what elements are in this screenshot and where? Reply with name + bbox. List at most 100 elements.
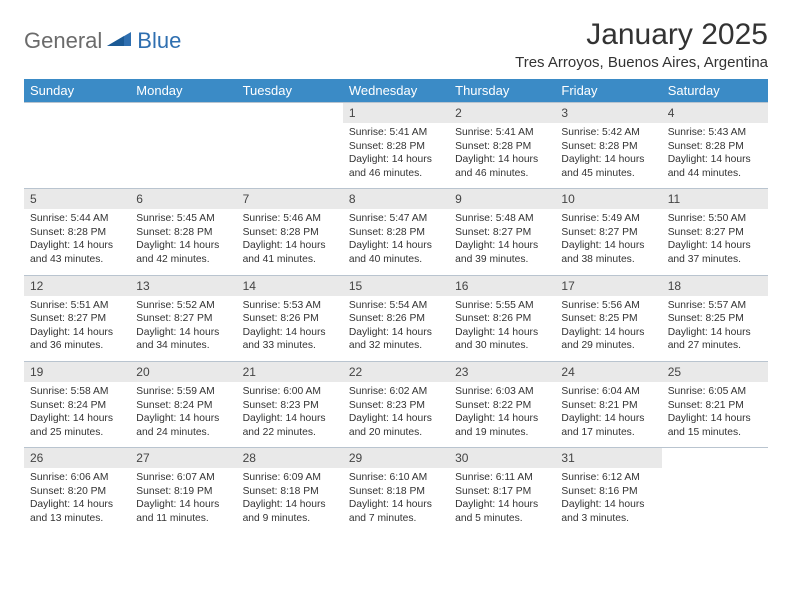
day-info-cell: Sunrise: 5:58 AMSunset: 8:24 PMDaylight:… (24, 382, 130, 448)
day-number-cell: 28 (237, 448, 343, 469)
daylight-text: Daylight: 14 hours and 3 minutes. (561, 498, 655, 525)
daylight-text: Daylight: 14 hours and 32 minutes. (349, 326, 443, 353)
daylight-text: Daylight: 14 hours and 38 minutes. (561, 239, 655, 266)
daynum-row: 12131415161718 (24, 275, 768, 296)
daylight-text: Daylight: 14 hours and 29 minutes. (561, 326, 655, 353)
header: General Blue January 2025 Tres Arroyos, … (24, 18, 768, 71)
daylight-text: Daylight: 14 hours and 30 minutes. (455, 326, 549, 353)
day-info-cell: Sunrise: 6:11 AMSunset: 8:17 PMDaylight:… (449, 468, 555, 533)
day-number-cell: 25 (662, 361, 768, 382)
daylight-text: Daylight: 14 hours and 25 minutes. (30, 412, 124, 439)
daylight-text: Daylight: 14 hours and 36 minutes. (30, 326, 124, 353)
sunrise-text: Sunrise: 6:06 AM (30, 471, 124, 485)
day-number-cell: 11 (662, 189, 768, 210)
day-header: Monday (130, 79, 236, 103)
day-info-cell: Sunrise: 6:12 AMSunset: 8:16 PMDaylight:… (555, 468, 661, 533)
sunrise-text: Sunrise: 6:10 AM (349, 471, 443, 485)
sunrise-text: Sunrise: 6:05 AM (668, 385, 762, 399)
day-info-cell: Sunrise: 5:51 AMSunset: 8:27 PMDaylight:… (24, 296, 130, 362)
sunset-text: Sunset: 8:28 PM (136, 226, 230, 240)
day-number-cell: 22 (343, 361, 449, 382)
daylight-text: Daylight: 14 hours and 9 minutes. (243, 498, 337, 525)
sunrise-text: Sunrise: 6:09 AM (243, 471, 337, 485)
daylight-text: Daylight: 14 hours and 45 minutes. (561, 153, 655, 180)
sunrise-text: Sunrise: 5:56 AM (561, 299, 655, 313)
day-number-cell: 17 (555, 275, 661, 296)
sunrise-text: Sunrise: 6:00 AM (243, 385, 337, 399)
sunset-text: Sunset: 8:26 PM (455, 312, 549, 326)
sunset-text: Sunset: 8:27 PM (136, 312, 230, 326)
sunrise-text: Sunrise: 5:47 AM (349, 212, 443, 226)
daylight-text: Daylight: 14 hours and 40 minutes. (349, 239, 443, 266)
day-number-cell (237, 103, 343, 124)
day-info-cell: Sunrise: 5:47 AMSunset: 8:28 PMDaylight:… (343, 209, 449, 275)
day-number-cell: 19 (24, 361, 130, 382)
sunset-text: Sunset: 8:22 PM (455, 399, 549, 413)
sunrise-text: Sunrise: 5:54 AM (349, 299, 443, 313)
day-info-cell: Sunrise: 5:57 AMSunset: 8:25 PMDaylight:… (662, 296, 768, 362)
day-info-cell: Sunrise: 5:44 AMSunset: 8:28 PMDaylight:… (24, 209, 130, 275)
day-number-cell: 31 (555, 448, 661, 469)
daylight-text: Daylight: 14 hours and 13 minutes. (30, 498, 124, 525)
day-header: Saturday (662, 79, 768, 103)
sunrise-text: Sunrise: 5:57 AM (668, 299, 762, 313)
day-info-cell (237, 123, 343, 189)
daylight-text: Daylight: 14 hours and 27 minutes. (668, 326, 762, 353)
day-number-cell: 29 (343, 448, 449, 469)
info-row: Sunrise: 6:06 AMSunset: 8:20 PMDaylight:… (24, 468, 768, 533)
sunset-text: Sunset: 8:24 PM (136, 399, 230, 413)
daynum-row: 262728293031 (24, 448, 768, 469)
day-header: Wednesday (343, 79, 449, 103)
sunrise-text: Sunrise: 5:55 AM (455, 299, 549, 313)
sunset-text: Sunset: 8:27 PM (455, 226, 549, 240)
sunrise-text: Sunrise: 5:53 AM (243, 299, 337, 313)
day-number-cell: 8 (343, 189, 449, 210)
day-info-cell: Sunrise: 5:52 AMSunset: 8:27 PMDaylight:… (130, 296, 236, 362)
daylight-text: Daylight: 14 hours and 15 minutes. (668, 412, 762, 439)
sunrise-text: Sunrise: 6:02 AM (349, 385, 443, 399)
day-info-cell: Sunrise: 6:00 AMSunset: 8:23 PMDaylight:… (237, 382, 343, 448)
sunset-text: Sunset: 8:26 PM (243, 312, 337, 326)
sunrise-text: Sunrise: 5:41 AM (349, 126, 443, 140)
sunrise-text: Sunrise: 5:42 AM (561, 126, 655, 140)
day-info-cell: Sunrise: 5:50 AMSunset: 8:27 PMDaylight:… (662, 209, 768, 275)
sunrise-text: Sunrise: 5:59 AM (136, 385, 230, 399)
day-info-cell: Sunrise: 5:43 AMSunset: 8:28 PMDaylight:… (662, 123, 768, 189)
day-number-cell: 27 (130, 448, 236, 469)
day-number-cell: 4 (662, 103, 768, 124)
daylight-text: Daylight: 14 hours and 42 minutes. (136, 239, 230, 266)
daylight-text: Daylight: 14 hours and 37 minutes. (668, 239, 762, 266)
day-info-cell: Sunrise: 5:41 AMSunset: 8:28 PMDaylight:… (449, 123, 555, 189)
daylight-text: Daylight: 14 hours and 5 minutes. (455, 498, 549, 525)
brand-logo: General Blue (24, 28, 181, 54)
day-number-cell (130, 103, 236, 124)
sunset-text: Sunset: 8:21 PM (668, 399, 762, 413)
daylight-text: Daylight: 14 hours and 43 minutes. (30, 239, 124, 266)
daylight-text: Daylight: 14 hours and 17 minutes. (561, 412, 655, 439)
location-text: Tres Arroyos, Buenos Aires, Argentina (515, 54, 768, 71)
day-info-cell (662, 468, 768, 533)
day-header: Tuesday (237, 79, 343, 103)
sunset-text: Sunset: 8:28 PM (349, 140, 443, 154)
day-number-cell: 23 (449, 361, 555, 382)
sunrise-text: Sunrise: 5:48 AM (455, 212, 549, 226)
sunset-text: Sunset: 8:28 PM (668, 140, 762, 154)
sunset-text: Sunset: 8:27 PM (668, 226, 762, 240)
day-number-cell: 13 (130, 275, 236, 296)
daylight-text: Daylight: 14 hours and 46 minutes. (349, 153, 443, 180)
sunset-text: Sunset: 8:19 PM (136, 485, 230, 499)
daylight-text: Daylight: 14 hours and 22 minutes. (243, 412, 337, 439)
sunset-text: Sunset: 8:25 PM (668, 312, 762, 326)
sunrise-text: Sunrise: 5:52 AM (136, 299, 230, 313)
day-info-cell: Sunrise: 5:41 AMSunset: 8:28 PMDaylight:… (343, 123, 449, 189)
sunrise-text: Sunrise: 5:51 AM (30, 299, 124, 313)
day-info-cell: Sunrise: 5:49 AMSunset: 8:27 PMDaylight:… (555, 209, 661, 275)
sunset-text: Sunset: 8:28 PM (455, 140, 549, 154)
day-info-cell: Sunrise: 5:54 AMSunset: 8:26 PMDaylight:… (343, 296, 449, 362)
day-info-cell: Sunrise: 6:10 AMSunset: 8:18 PMDaylight:… (343, 468, 449, 533)
info-row: Sunrise: 5:44 AMSunset: 8:28 PMDaylight:… (24, 209, 768, 275)
sunset-text: Sunset: 8:17 PM (455, 485, 549, 499)
sunset-text: Sunset: 8:24 PM (30, 399, 124, 413)
sunset-text: Sunset: 8:18 PM (349, 485, 443, 499)
day-number-cell: 1 (343, 103, 449, 124)
